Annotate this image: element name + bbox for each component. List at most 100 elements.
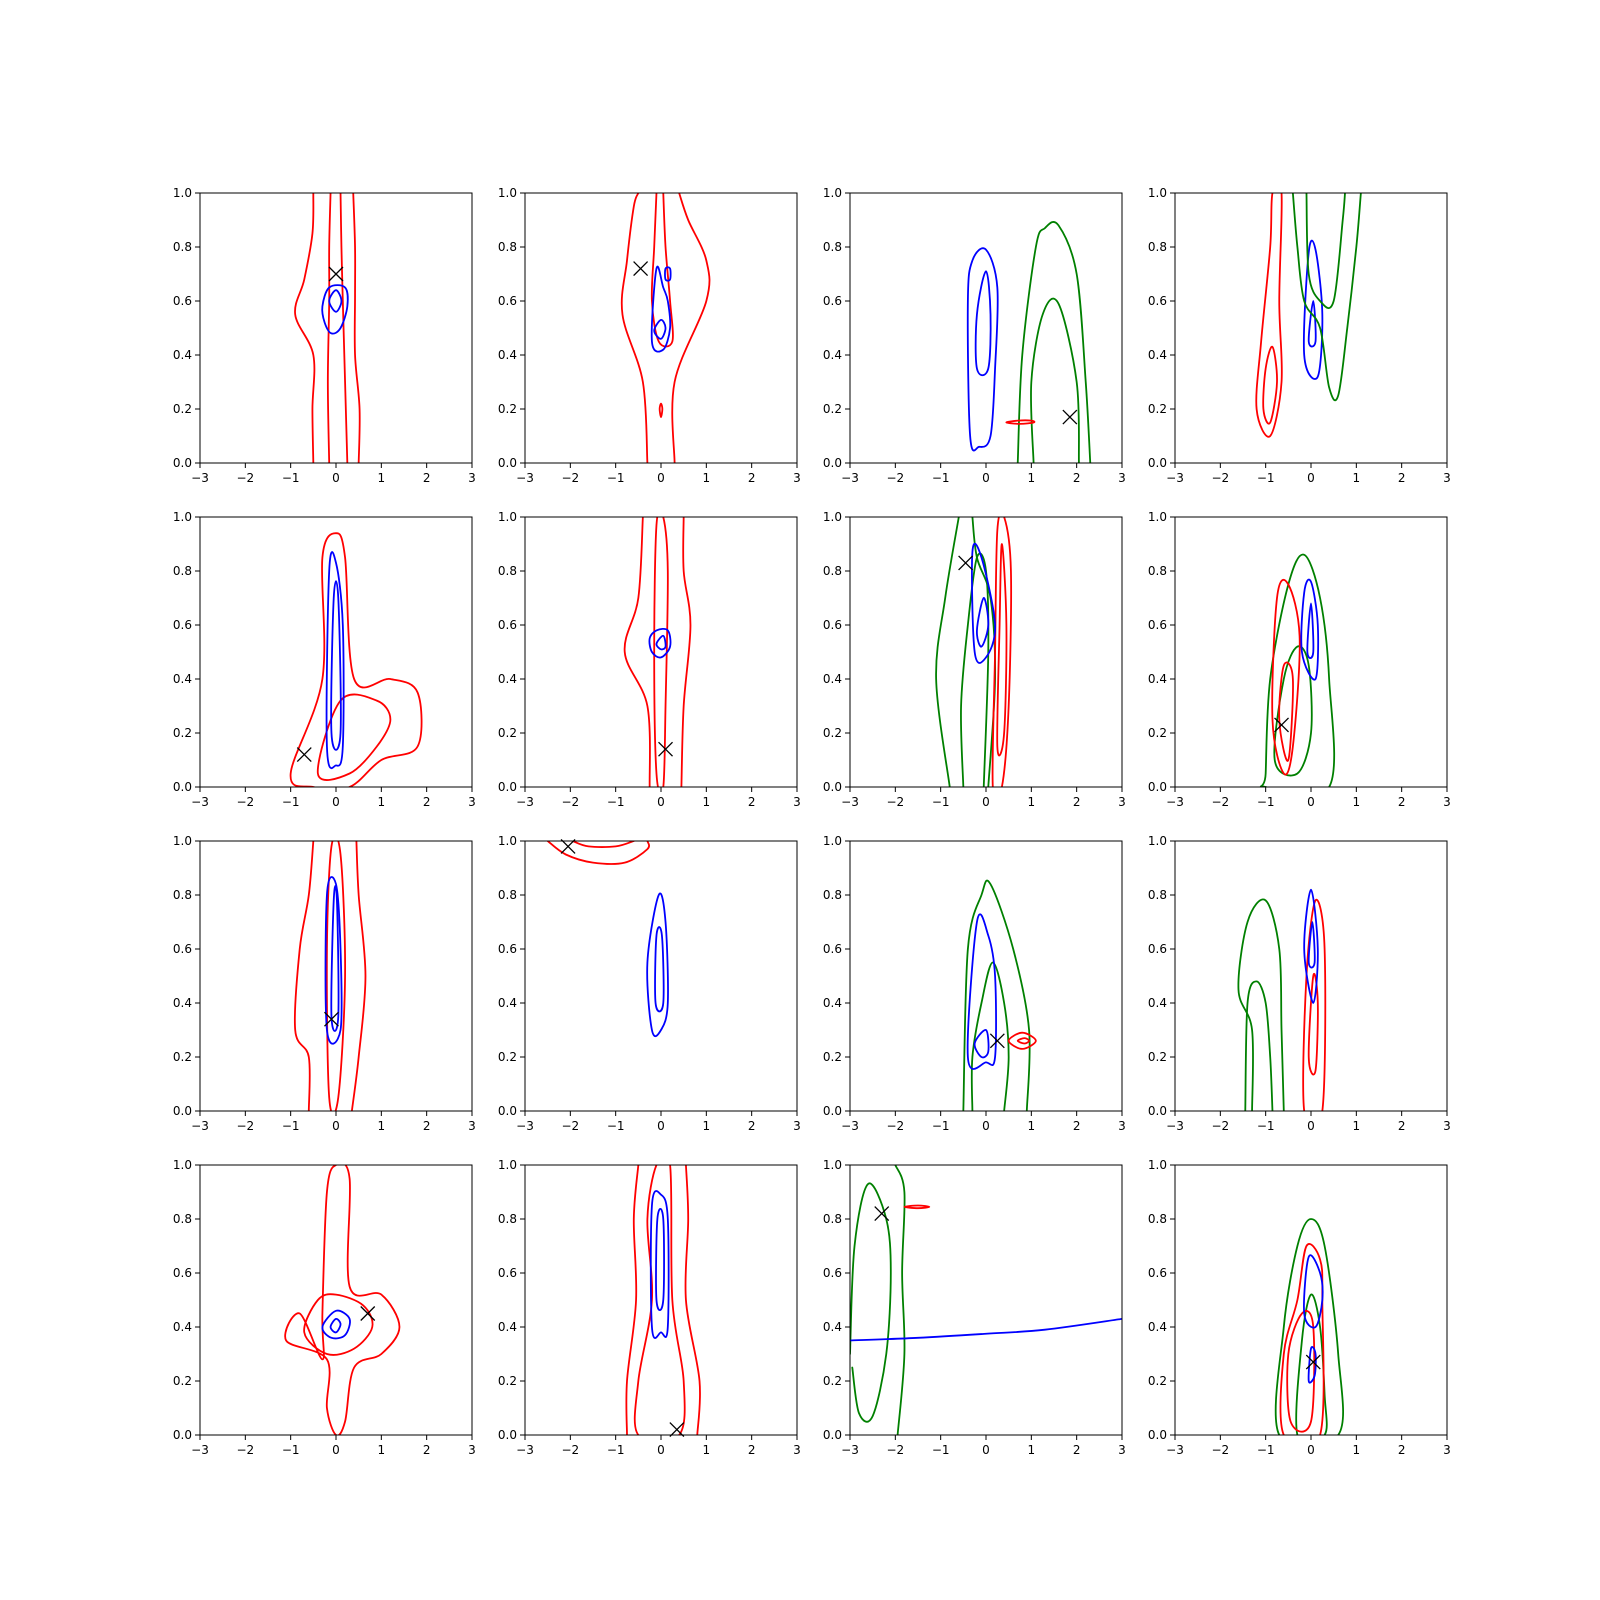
subplot-r3-c2: −3 −2 −1 0 1 2 3 0.0 0.2 0.4 0.6 0.8 1.0 <box>498 834 801 1133</box>
x-tick-label: −3 <box>191 471 209 485</box>
subplot-r4-c1: −3 −2 −1 0 1 2 3 0.0 0.2 0.4 0.6 0.8 1.0 <box>173 1158 476 1457</box>
x-marker <box>1274 717 1289 733</box>
y-tick-label: 0.6 <box>173 1266 192 1280</box>
y-tick-label: 0.4 <box>173 348 192 362</box>
y-tick-label: 1.0 <box>498 510 517 524</box>
subplot-r4-c3: −3 −2 −1 0 1 2 3 0.0 0.2 0.4 0.6 0.8 1.0 <box>823 1158 1126 1457</box>
x-tick-label: 3 <box>793 795 801 809</box>
x-tick-label: 1 <box>1353 795 1361 809</box>
y-tick-label: 0.2 <box>173 1050 192 1064</box>
x-tick-label: 0 <box>657 471 665 485</box>
y-tick-label: 0.2 <box>823 1050 842 1064</box>
x-tick-label: −3 <box>516 1443 534 1457</box>
subplot-r2-c4: −3 −2 −1 0 1 2 3 0.0 0.2 0.4 0.6 0.8 1.0 <box>1148 510 1451 809</box>
x-tick-label: 0 <box>332 1443 340 1457</box>
red-contour-line <box>1286 1310 1316 1433</box>
blue-contour-line <box>974 270 992 377</box>
y-tick-label: 0.6 <box>823 942 842 956</box>
x-tick-label: 3 <box>468 1443 476 1457</box>
subplot-r1-c2: −3 −2 −1 0 1 2 3 0.0 0.2 0.4 0.6 0.8 1.0 <box>498 186 801 485</box>
plot-area <box>525 841 797 1111</box>
x-tick-label: −1 <box>282 1119 300 1133</box>
red-contour-line <box>293 841 315 1111</box>
x-marker <box>1305 1354 1321 1370</box>
blue-contour-line <box>654 926 665 1013</box>
y-tick-label: 0.8 <box>498 240 517 254</box>
y-tick-label: 0.0 <box>1148 1104 1167 1118</box>
x-tick-label: 0 <box>1307 1443 1315 1457</box>
blue-contour-line <box>1307 921 1316 969</box>
y-tick-label: 0.8 <box>823 240 842 254</box>
x-marker <box>324 1011 339 1027</box>
x-tick-label: 3 <box>1118 471 1126 485</box>
y-tick-label: 0.8 <box>498 564 517 578</box>
y-tick-label: 1.0 <box>823 834 842 848</box>
x-tick-label: 1 <box>703 795 711 809</box>
y-tick-label: 0.2 <box>1148 1050 1167 1064</box>
y-tick-label: 0.6 <box>498 618 517 632</box>
plot-area <box>200 517 472 787</box>
y-tick-label: 0.2 <box>823 402 842 416</box>
x-tick-label: 0 <box>1307 471 1315 485</box>
y-tick-label: 0.0 <box>498 780 517 794</box>
x-tick-label: −3 <box>1166 1443 1184 1457</box>
x-tick-label: −2 <box>886 795 904 809</box>
x-tick-label: 1 <box>1353 1119 1361 1133</box>
x-tick-label: 0 <box>982 795 990 809</box>
y-tick-label: 0.8 <box>173 1212 192 1226</box>
red-contour-line <box>1307 973 1319 1076</box>
x-tick-label: 0 <box>657 1443 665 1457</box>
y-tick-label: 1.0 <box>823 510 842 524</box>
red-contour-line <box>294 193 316 463</box>
y-tick-label: 0.2 <box>498 726 517 740</box>
green-contour-line <box>960 552 990 787</box>
x-tick-label: 2 <box>1073 1119 1081 1133</box>
red-contour-line <box>284 1165 401 1435</box>
contour-group <box>935 517 1013 787</box>
y-tick-label: 0.6 <box>823 294 842 308</box>
red-contour-line <box>620 193 649 463</box>
x-tick-label: 2 <box>748 1443 756 1457</box>
y-tick-label: 1.0 <box>173 186 192 200</box>
y-tick-label: 0.2 <box>173 1374 192 1388</box>
x-tick-label: −1 <box>282 471 300 485</box>
blue-contour-line <box>321 1309 351 1340</box>
x-tick-label: 3 <box>468 1119 476 1133</box>
x-tick-label: −3 <box>841 471 859 485</box>
blue-contour-line <box>971 542 996 664</box>
x-tick-label: 2 <box>748 795 756 809</box>
contour-group <box>289 532 423 787</box>
plot-area <box>200 193 472 463</box>
y-tick-label: 0.2 <box>1148 726 1167 740</box>
green-contour-line <box>1291 193 1362 402</box>
x-tick-label: −1 <box>1257 1443 1275 1457</box>
green-contour-line <box>1016 221 1092 463</box>
plot-area <box>525 517 797 787</box>
y-tick-label: 0.6 <box>823 618 842 632</box>
y-tick-label: 0.4 <box>823 1320 842 1334</box>
y-tick-label: 0.0 <box>1148 1428 1167 1442</box>
x-tick-label: 0 <box>1307 795 1315 809</box>
plot-area <box>1175 1165 1447 1435</box>
subplot-r1-c3: −3 −2 −1 0 1 2 3 0.0 0.2 0.4 0.6 0.8 1.0 <box>823 186 1126 485</box>
y-tick-label: 0.4 <box>498 996 517 1010</box>
y-tick-label: 1.0 <box>173 510 192 524</box>
x-tick-label: −1 <box>1257 471 1275 485</box>
x-tick-label: −1 <box>1257 1119 1275 1133</box>
y-tick-label: 0.0 <box>1148 456 1167 470</box>
y-tick-label: 0.8 <box>498 1212 517 1226</box>
x-tick-label: −2 <box>236 471 254 485</box>
y-tick-label: 0.8 <box>1148 564 1167 578</box>
x-tick-label: −3 <box>841 1119 859 1133</box>
plot-area <box>525 193 797 463</box>
y-tick-label: 0.2 <box>823 1374 842 1388</box>
y-tick-label: 0.2 <box>498 402 517 416</box>
y-tick-label: 1.0 <box>823 1158 842 1172</box>
x-tick-label: 3 <box>1118 1119 1126 1133</box>
x-marker <box>328 266 344 282</box>
blue-contour-line <box>1307 1346 1317 1384</box>
x-tick-label: 2 <box>423 471 431 485</box>
green-contour-line <box>1244 980 1274 1111</box>
y-tick-label: 0.6 <box>173 618 192 632</box>
blue-contour-line <box>329 1317 342 1334</box>
